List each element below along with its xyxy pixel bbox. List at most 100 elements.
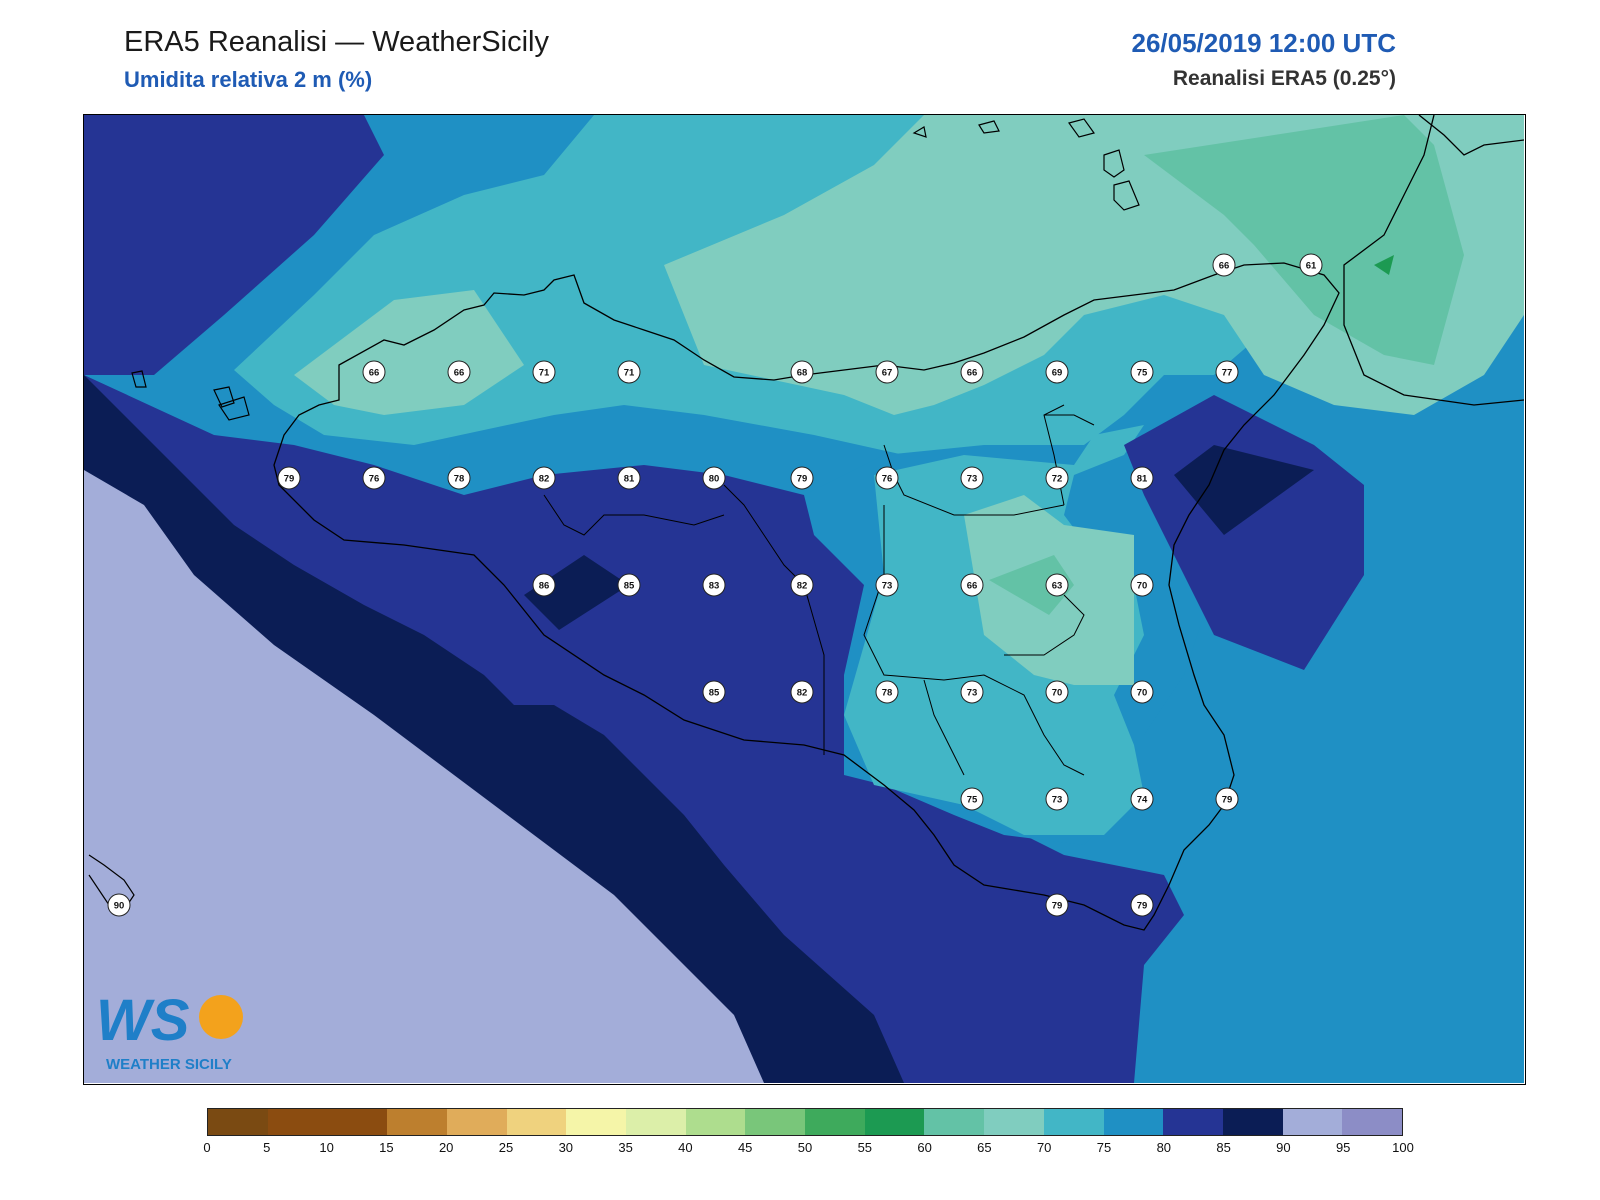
station-value: 67 xyxy=(875,360,899,384)
station-value: 71 xyxy=(617,360,641,384)
station-value: 73 xyxy=(960,680,984,704)
station-label: 71 xyxy=(624,368,635,379)
station-label: 81 xyxy=(624,474,635,485)
colorbar-segment xyxy=(566,1109,626,1135)
station-marker xyxy=(1212,253,1236,277)
station-marker xyxy=(1045,680,1069,704)
station-value: 66 xyxy=(1212,253,1236,277)
band-55-60-ne xyxy=(1374,255,1394,275)
station-marker xyxy=(875,466,899,490)
band-80-85-east xyxy=(1124,395,1364,670)
station-marker xyxy=(1130,466,1154,490)
station-label: 76 xyxy=(369,474,380,485)
station-label: 61 xyxy=(1306,261,1317,272)
colorbar-segment xyxy=(805,1109,865,1135)
station-label: 73 xyxy=(1052,795,1063,806)
station-marker xyxy=(532,360,556,384)
station-label: 73 xyxy=(882,581,893,592)
station-label: 75 xyxy=(1137,368,1148,379)
band-65-70-west xyxy=(294,290,524,415)
station-marker xyxy=(1215,360,1239,384)
colorbar-tick-label: 95 xyxy=(1335,1140,1351,1155)
weather-sicily-logo-mark: WS WEATHER SICILY xyxy=(96,988,243,1073)
colorbar-tick-label: 90 xyxy=(1276,1140,1291,1155)
colorbar-segment xyxy=(506,1109,567,1135)
station-marker xyxy=(1130,360,1154,384)
colorbar-segment xyxy=(924,1109,985,1135)
station-label: 78 xyxy=(882,688,893,699)
colorbar-segment xyxy=(1043,1109,1104,1135)
colorbar-segment xyxy=(1163,1109,1223,1135)
station-value: 79 xyxy=(790,466,814,490)
station-label: 73 xyxy=(967,474,978,485)
station-value: 85 xyxy=(702,680,726,704)
station-label: 79 xyxy=(797,474,808,485)
band-90-95-sw xyxy=(84,470,764,1083)
station-marker xyxy=(875,573,899,597)
station-marker xyxy=(447,360,471,384)
station-label: 66 xyxy=(369,368,380,379)
colorbar-segment xyxy=(208,1109,268,1135)
station-label: 79 xyxy=(1222,795,1233,806)
weather-sicily-logo: WS WEATHER SICILY xyxy=(96,985,256,1075)
station-marker xyxy=(790,466,814,490)
colorbar-tick-label: 60 xyxy=(917,1140,932,1155)
colorbar-tick-label: 80 xyxy=(1156,1140,1172,1155)
band-60-65-ne xyxy=(1144,115,1464,365)
humidity-colorbar xyxy=(207,1108,1403,1136)
province-borders xyxy=(543,404,1095,776)
colorbar-segment xyxy=(387,1109,447,1135)
station-value: 73 xyxy=(960,466,984,490)
station-label: 83 xyxy=(709,581,720,592)
station-value: 77 xyxy=(1215,360,1239,384)
station-marker xyxy=(532,466,556,490)
station-marker xyxy=(790,360,814,384)
colorbar-segment xyxy=(864,1109,925,1135)
colorbar-segment xyxy=(984,1109,1044,1135)
station-label: 80 xyxy=(709,474,720,485)
colorbar-tick-label: 40 xyxy=(678,1140,693,1155)
station-marker xyxy=(960,680,984,704)
station-marker xyxy=(447,466,471,490)
station-value: 79 xyxy=(1045,893,1069,917)
station-label: 70 xyxy=(1052,688,1063,699)
station-label: 77 xyxy=(1222,368,1233,379)
band-60-65-central xyxy=(989,555,1074,615)
station-label: 79 xyxy=(284,474,295,485)
station-marker xyxy=(790,680,814,704)
station-label: 82 xyxy=(797,581,808,592)
station-marker xyxy=(1045,787,1069,811)
station-value: 61 xyxy=(1299,253,1323,277)
station-label: 90 xyxy=(114,901,125,912)
station-label: 66 xyxy=(1219,261,1230,272)
station-label: 81 xyxy=(1137,474,1148,485)
egadi-islands xyxy=(131,370,250,421)
station-value: 82 xyxy=(532,466,556,490)
colorbar-segment xyxy=(685,1109,746,1135)
station-label: 70 xyxy=(1137,688,1148,699)
band-80-85-nw xyxy=(84,115,384,375)
map-title: ERA5 Reanalisi — WeatherSicily xyxy=(124,26,549,58)
station-value: 63 xyxy=(1045,573,1069,597)
station-value: 69 xyxy=(1045,360,1069,384)
station-marker xyxy=(277,466,301,490)
colorbar-segment xyxy=(267,1109,328,1135)
colorbar-segment xyxy=(327,1109,388,1135)
station-marker xyxy=(107,893,131,917)
colorbar-segment xyxy=(1282,1109,1343,1135)
station-value: 83 xyxy=(702,573,726,597)
colorbar-tick-label: 75 xyxy=(1096,1140,1112,1155)
station-value: 66 xyxy=(362,360,386,384)
station-marker xyxy=(875,680,899,704)
valid-datetime: 26/05/2019 12:00 UTC xyxy=(1131,28,1396,58)
station-label: 79 xyxy=(1137,901,1148,912)
station-label: 63 xyxy=(1052,581,1063,592)
station-marker xyxy=(960,787,984,811)
station-value: 76 xyxy=(875,466,899,490)
station-marker xyxy=(617,360,641,384)
station-marker xyxy=(702,573,726,597)
svg-text:WS: WS xyxy=(96,988,190,1053)
station-marker xyxy=(960,573,984,597)
station-label: 66 xyxy=(967,581,978,592)
colorbar-tick-label: 15 xyxy=(379,1140,394,1155)
